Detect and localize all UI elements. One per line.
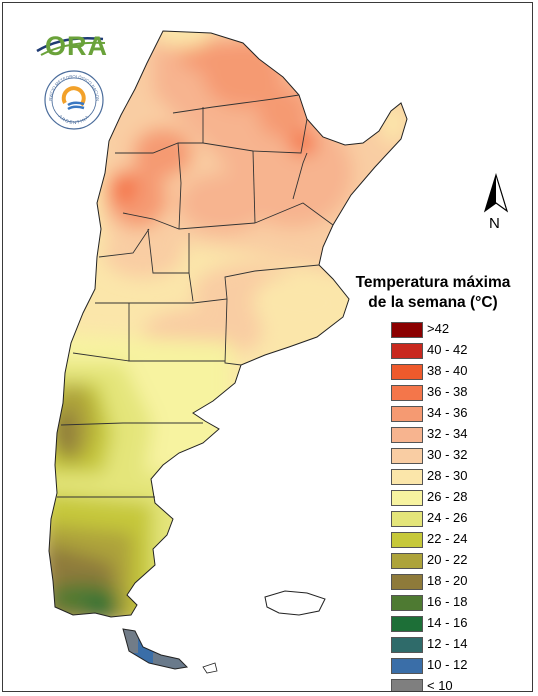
legend-title-line1: Temperatura máxima <box>355 274 511 291</box>
legend-label: 36 - 38 <box>427 384 468 399</box>
ora-swoosh-icon <box>36 36 106 56</box>
legend-label: 32 - 34 <box>427 426 468 441</box>
legend-swatch <box>391 658 423 674</box>
legend-swatch <box>391 364 423 380</box>
legend-swatch <box>391 679 423 691</box>
legend-label: 40 - 42 <box>427 342 468 357</box>
map-frame: ORA SERVICIO METEOROLÓGICO NACIONAL ARGE… <box>2 2 533 692</box>
smn-seal-logo: SERVICIO METEOROLÓGICO NACIONAL ARGENTIN… <box>43 69 104 130</box>
legend-label: 34 - 36 <box>427 405 468 420</box>
legend-label: 38 - 40 <box>427 363 468 378</box>
legend-label: 28 - 30 <box>427 468 468 483</box>
legend-swatch <box>391 637 423 653</box>
legend-swatch <box>391 616 423 632</box>
malvinas-islands <box>264 590 326 616</box>
tierra-del-fuego <box>123 629 187 669</box>
legend-label: 18 - 20 <box>427 573 468 588</box>
legend-label: 10 - 12 <box>427 657 468 672</box>
legend-swatch <box>391 427 423 443</box>
legend-label: >42 <box>427 321 450 336</box>
legend-title: Temperatura máxima de la semana (°C) <box>337 273 529 313</box>
legend-swatch <box>391 448 423 464</box>
country-outline <box>48 30 408 618</box>
legend-swatch <box>391 595 423 611</box>
legend-swatch <box>391 406 423 422</box>
legend-swatch <box>391 532 423 548</box>
north-label: N <box>489 215 500 232</box>
islet <box>202 662 218 674</box>
legend-swatch <box>391 322 423 338</box>
legend-swatch <box>391 511 423 527</box>
tierra-del-fuego-outline <box>122 628 189 670</box>
legend-label: 12 - 14 <box>427 636 468 651</box>
legend-swatch <box>391 574 423 590</box>
legend-swatch <box>391 469 423 485</box>
legend-swatch <box>391 343 423 359</box>
ora-logo-text: ORA <box>45 31 108 61</box>
temperature-map <box>48 30 408 674</box>
legend-title-line2: de la semana (°C) <box>368 294 498 311</box>
legend-swatch <box>391 490 423 506</box>
legend-label: 16 - 18 <box>427 594 468 609</box>
north-arrow: N <box>481 172 511 235</box>
legend-label: 26 - 28 <box>427 489 468 504</box>
legend-label: 20 - 22 <box>427 552 468 567</box>
province-borders <box>57 94 334 498</box>
legend: Temperatura máxima de la semana (°C) >42… <box>337 273 532 691</box>
legend-swatch <box>391 385 423 401</box>
legend-swatch <box>391 553 423 569</box>
ora-logo: ORA <box>33 29 113 65</box>
legend-label: 24 - 26 <box>427 510 468 525</box>
legend-label: 22 - 24 <box>427 531 468 546</box>
legend-label: < 10 <box>427 678 453 692</box>
legend-label: 14 - 16 <box>427 615 468 630</box>
legend-label: 30 - 32 <box>427 447 468 462</box>
north-arrow-icon <box>483 172 509 213</box>
